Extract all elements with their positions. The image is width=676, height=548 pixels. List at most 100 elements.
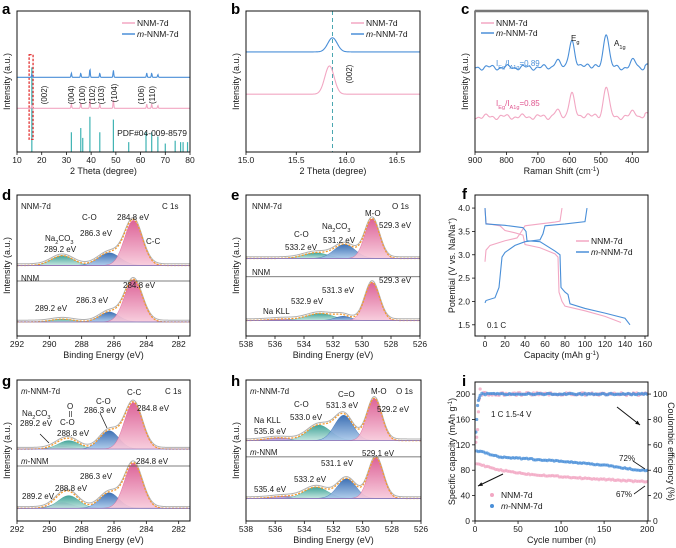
ce-point — [475, 430, 478, 434]
axes-frame — [16, 379, 191, 522]
annotation-label: Eg — [571, 34, 579, 46]
x-tick-label: 200 — [640, 524, 654, 534]
legend-label: NNM-7d — [496, 18, 528, 28]
x-tick-label: 70 — [161, 155, 171, 165]
ce-point — [475, 428, 480, 432]
x-tick-label: 50 — [513, 524, 523, 534]
plot-area — [17, 399, 190, 509]
x-tick-label: 700 — [531, 155, 545, 165]
series-line-pink — [17, 99, 190, 109]
plot-area — [475, 34, 648, 121]
right-y-axis-label: Coulombic efficiency (%) — [666, 402, 676, 501]
annotation-label: (103) — [97, 85, 106, 104]
x-tick-label: 282 — [172, 524, 186, 534]
y-tick-label: 160 — [456, 414, 470, 424]
panel-d: d 292 290 288 286 284 282 Binding Energy (eV) In… — [2, 187, 191, 360]
annotation-label: (102) — [88, 85, 97, 104]
x-tick-label: 290 — [42, 524, 56, 534]
plot-area — [17, 217, 190, 323]
annotation-label: 529.1 eV — [362, 449, 395, 458]
x-tick-label: 290 — [42, 339, 56, 349]
annotation-label: C-O — [294, 400, 309, 409]
y-tick-label: 3.5 — [458, 226, 470, 236]
y-tick-label: 120 — [456, 440, 470, 450]
raw-spectrum — [17, 399, 190, 448]
x-tick-label: 288 — [75, 339, 89, 349]
annotation-label: 288.8 eV — [57, 429, 90, 438]
annotation-label: 529.3 eV — [379, 221, 412, 230]
annotation-label: O 1s — [392, 202, 409, 211]
plot-area — [484, 207, 631, 326]
series-line-pink — [246, 65, 420, 95]
annotation-label: A1g — [614, 39, 626, 51]
fitted-envelope — [246, 281, 420, 322]
annotation-label: 284.8 eV — [123, 281, 156, 290]
axes-frame — [16, 10, 191, 153]
panel-a: a PDF#04-009-8579 10 20 30 40 50 60 70 80 2 Theta … — [2, 1, 195, 176]
y-axis-label: Intensity (a.u.) — [231, 422, 241, 479]
x-tick-label: 40 — [520, 339, 530, 349]
annotation-label: 0.1 C — [487, 321, 506, 330]
annotation-label: (100) — [78, 85, 87, 104]
annotation-label: Na2CO3 — [45, 234, 73, 246]
series-line-blue — [484, 207, 588, 304]
annotation-label: C-O — [60, 418, 75, 427]
annotation-label: (106) — [137, 85, 146, 104]
series-line-blue — [17, 68, 190, 78]
y-tick-label: 4.0 — [458, 203, 470, 213]
annotation-label: C 1s — [162, 202, 178, 211]
leader-line — [632, 460, 646, 470]
x-axis-label: Binding Energy (eV) — [293, 350, 374, 360]
legend: NNM-7dm-NNM-7d — [481, 18, 538, 38]
x-tick-label: 292 — [10, 524, 24, 534]
annotation-label: 533.2 eV — [294, 475, 327, 484]
series-line-pink — [475, 86, 648, 121]
y-tick-label: 2.0 — [458, 296, 470, 306]
plot-area — [246, 216, 420, 322]
ce-point — [475, 435, 479, 439]
raw-spectrum — [17, 217, 190, 265]
legend-label: m-NNM-7d — [137, 29, 179, 39]
x-tick-label: 80 — [185, 155, 195, 165]
x-axis-label: Binding Energy (eV) — [63, 535, 144, 545]
x-tick-label: 286 — [107, 524, 121, 534]
annotation-label: 531.2 eV — [323, 236, 356, 245]
right-y-tick-label: 100 — [653, 389, 667, 399]
annotation-label: 284.8 eV — [137, 404, 170, 413]
x-tick-label: 284 — [139, 524, 153, 534]
x-tick-label: 400 — [625, 155, 639, 165]
annotation-label: (004) — [67, 85, 76, 104]
arrow-head-icon — [478, 482, 483, 486]
panel-letter: b — [231, 1, 240, 18]
x-tick-label: 530 — [355, 339, 369, 349]
annotation-label: 284.8 eV — [117, 213, 150, 222]
annotation-label: C 1s — [165, 387, 181, 396]
x-tick-label: 40 — [86, 155, 96, 165]
annotation-label: 535.4 eV — [254, 485, 287, 494]
x-axis-label: 2 Theta (degree) — [70, 166, 137, 176]
y-axis-label: Specific capacity (mAh g-1) — [447, 398, 458, 505]
x-tick-label: 282 — [172, 339, 186, 349]
y-tick-label: 1.5 — [458, 320, 470, 330]
series-line-blue — [475, 34, 648, 71]
y-tick-label: 0 — [465, 516, 470, 526]
x-tick-label: 526 — [414, 524, 428, 534]
annotation-label: O 1s — [396, 387, 413, 396]
panel-letter: d — [2, 187, 11, 204]
x-tick-label: 292 — [10, 339, 24, 349]
plot-area — [246, 11, 420, 152]
leader-line — [99, 412, 108, 429]
annotation-label: M-O — [365, 209, 381, 218]
x-tick-label: 538 — [239, 339, 253, 349]
annotation-label: 72% — [619, 454, 635, 463]
axes-frame — [16, 194, 191, 337]
x-axis-label: Raman Shift (cm-1) — [524, 166, 600, 177]
y-tick-label: 40 — [461, 491, 471, 501]
panel-letter: a — [2, 1, 11, 18]
legend: NNM-7dm-NNM-7d — [122, 18, 179, 39]
annotation-label: 286.3 eV — [80, 229, 113, 238]
legend: NNM-7dm-NNM-7d — [490, 490, 543, 511]
annotation-label: 533.0 eV — [290, 413, 323, 422]
x-tick-label: 60 — [136, 155, 146, 165]
x-tick-label: 20 — [37, 155, 47, 165]
